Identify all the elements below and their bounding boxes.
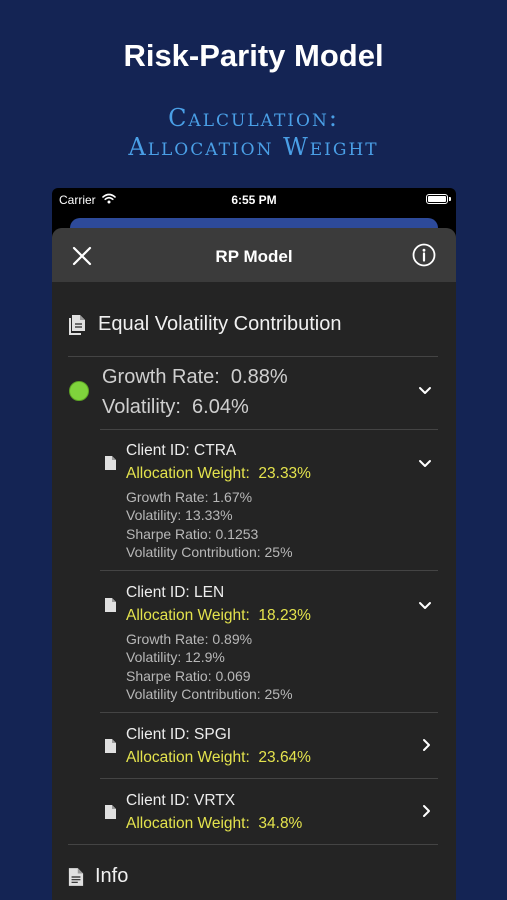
- client-id: Client ID: CTRA: [126, 442, 237, 459]
- client-id: Client ID: LEN: [126, 584, 225, 601]
- client-row-vrtx[interactable]: Client ID: VRTX Allocation Weight: 34.8%: [100, 779, 438, 844]
- client-sharpe-ratio: Sharpe Ratio: 0.069: [126, 667, 251, 684]
- hero-subtitle-line1: Calculation:: [168, 104, 339, 132]
- chevron-down-icon[interactable]: [418, 459, 432, 469]
- client-details: Growth Rate: 0.89% Volatility: 12.9% Sha…: [126, 630, 293, 703]
- status-time: 6:55 PM: [231, 193, 277, 207]
- client-sharpe-ratio: Sharpe Ratio: 0.1253: [126, 525, 259, 542]
- client-row-len[interactable]: Client ID: LEN Allocation Weight: 18.23%…: [100, 571, 438, 712]
- chevron-down-icon[interactable]: [418, 386, 432, 396]
- client-volatility: Volatility: 12.9%: [126, 649, 225, 666]
- client-volatility-contribution: Volatility Contribution: 25%: [126, 543, 293, 560]
- portfolio-row[interactable]: Growth Rate: 0.88% Volatility: 6.04%: [68, 364, 438, 430]
- document-icon: [105, 805, 116, 819]
- divider: [100, 570, 438, 571]
- document-icon: [105, 739, 116, 753]
- client-id: Client ID: SPGI: [126, 726, 232, 743]
- battery-cap: [449, 197, 451, 201]
- allocation-weight: Allocation Weight: 23.33%: [126, 465, 311, 482]
- document-icon: [105, 598, 116, 612]
- client-id: Client ID: VRTX: [126, 792, 236, 809]
- document-icon: [68, 867, 84, 886]
- client-details: Growth Rate: 1.67% Volatility: 13.33% Sh…: [126, 488, 293, 561]
- info-icon[interactable]: [412, 243, 436, 267]
- section-header: Equal Volatility Contribution: [68, 313, 438, 336]
- client-growth-rate: Growth Rate: 0.89%: [126, 631, 253, 647]
- carrier-label: Carrier: [59, 193, 96, 207]
- client-row-spgi[interactable]: Client ID: SPGI Allocation Weight: 23.64…: [100, 713, 438, 778]
- divider: [68, 356, 438, 357]
- client-growth-rate: Growth Rate: 1.67%: [126, 489, 253, 505]
- client-volatility: Volatility: 13.33%: [126, 507, 233, 524]
- status-bar: Carrier 6:55 PM: [52, 188, 456, 212]
- chevron-right-icon[interactable]: [422, 804, 431, 818]
- nav-title: RP Model: [215, 247, 293, 266]
- nav-bar: RP Model: [52, 228, 456, 282]
- status-indicator: [69, 381, 89, 401]
- hero-title: Risk-Parity Model: [123, 38, 384, 73]
- portfolio-growth-rate: Growth Rate: 0.88%: [102, 366, 288, 388]
- document-icon: [105, 456, 116, 470]
- allocation-weight: Allocation Weight: 18.23%: [126, 607, 311, 624]
- modal-sheet: RP Model Equal Volatility Contribution G…: [52, 228, 456, 900]
- divider: [100, 712, 438, 713]
- battery-icon: [426, 194, 448, 204]
- client-volatility-contribution: Volatility Contribution: 25%: [126, 685, 293, 702]
- client-row-ctra[interactable]: Client ID: CTRA Allocation Weight: 23.33…: [100, 429, 438, 570]
- section-title: Equal Volatility Contribution: [98, 313, 342, 335]
- close-icon[interactable]: [71, 245, 93, 267]
- info-section-header[interactable]: Info: [68, 865, 438, 888]
- portfolio-volatility: Volatility: 6.04%: [102, 396, 249, 418]
- allocation-weight: Allocation Weight: 34.8%: [126, 815, 303, 832]
- phone-frame: Carrier 6:55 PM RP Model: [52, 188, 456, 900]
- divider: [100, 778, 438, 779]
- divider: [100, 429, 438, 430]
- allocation-weight: Allocation Weight: 23.64%: [126, 749, 311, 766]
- chevron-right-icon[interactable]: [422, 738, 431, 752]
- info-section-title: Info: [95, 865, 129, 887]
- wifi-icon: [102, 193, 116, 204]
- chevron-down-icon[interactable]: [418, 601, 432, 611]
- divider: [68, 844, 438, 845]
- hero-subtitle-line2: Allocation Weight: [128, 133, 379, 161]
- documents-icon: [69, 314, 85, 335]
